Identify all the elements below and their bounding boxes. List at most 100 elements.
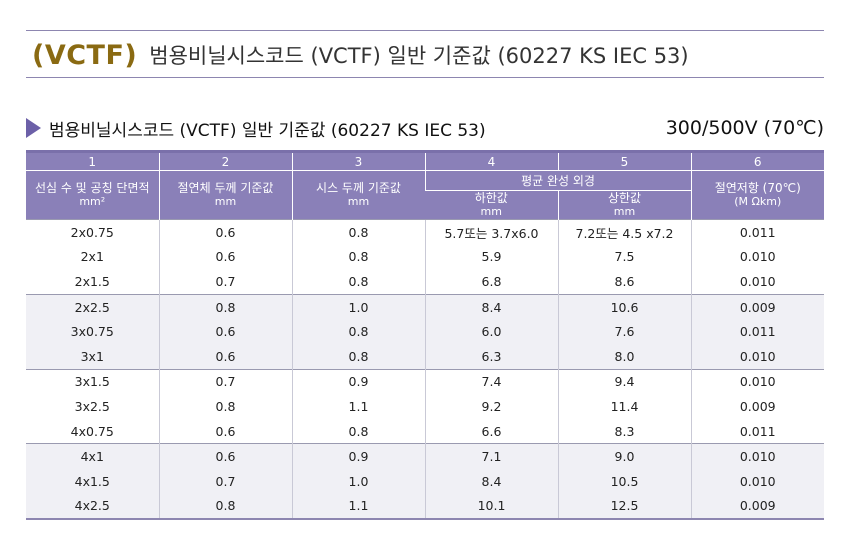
cell-resistance: 0.010 [690, 468, 824, 494]
cell-conductor: 2x1.5 [26, 269, 159, 295]
table-row: 4x2.5 0.8 1.1 10.1 12.5 0.009 [26, 493, 824, 521]
cell-sheath: 0.9 [291, 443, 425, 469]
cell-upper: 8.3 [557, 418, 691, 444]
cell-upper: 10.6 [557, 293, 691, 320]
cell-sheath: 0.8 [291, 418, 425, 444]
header-sheath-unit: mm [347, 195, 370, 208]
header-resistance: 절연저항 (70℃) (M Ωkm) [690, 170, 824, 220]
cell-sheath: 0.8 [291, 269, 425, 295]
col-number-6: 6 [690, 150, 824, 171]
cell-insulation: 0.7 [158, 269, 292, 295]
header-outer-diameter: 평균 완성 외경 [424, 170, 691, 191]
cell-insulation: 0.7 [158, 368, 292, 395]
cell-lower: 6.8 [424, 269, 558, 295]
table-row: 4x0.75 0.6 0.8 6.6 8.3 0.011 [26, 418, 824, 444]
cell-resistance: 0.010 [690, 343, 824, 370]
header-conductor-label: 선심 수 및 공칭 단면적 [34, 181, 150, 195]
header-conductor-unit: mm² [79, 195, 106, 208]
cell-resistance: 0.010 [690, 269, 824, 295]
cell-upper: 7.5 [557, 244, 691, 270]
cell-conductor: 4x2.5 [26, 493, 159, 521]
header-lower-unit: mm [480, 205, 502, 218]
cell-resistance: 0.010 [690, 244, 824, 270]
cell-conductor: 4x1.5 [26, 468, 159, 494]
header-conductor: 선심 수 및 공칭 단면적 mm² [26, 170, 159, 220]
title-rule [26, 77, 824, 78]
table-body: 2x0.75 0.6 0.8 5.7또는 3.7x6.0 7.2또는 4.5 x… [26, 218, 824, 521]
cell-conductor: 3x1 [26, 343, 159, 370]
spec-table: 1 2 3 4 5 6 선심 수 및 공칭 단면적 mm² 절연체 두께 기준값… [26, 150, 824, 521]
cell-lower: 8.4 [424, 293, 558, 320]
cell-conductor: 4x0.75 [26, 418, 159, 444]
header-upper-unit: mm [613, 205, 636, 218]
cell-conductor: 2x1 [26, 244, 159, 270]
cell-resistance: 0.010 [690, 368, 824, 395]
cell-resistance: 0.011 [690, 218, 824, 245]
cell-lower: 6.0 [424, 319, 558, 344]
cell-conductor: 2x0.75 [26, 218, 159, 245]
title-text: 범용비닐시스코드 (VCTF) 일반 기준값 (60227 KS IEC 53) [149, 44, 689, 68]
table-header: 1 2 3 4 5 6 선심 수 및 공칭 단면적 mm² 절연체 두께 기준값… [26, 150, 824, 220]
header-sheath-label: 시스 두께 기준값 [316, 181, 401, 195]
cell-conductor: 3x2.5 [26, 394, 159, 419]
col-number-1: 1 [26, 150, 159, 171]
header-lower-label: 하한값 [474, 191, 508, 205]
cell-insulation: 0.6 [158, 319, 292, 344]
cell-resistance: 0.009 [690, 293, 824, 320]
header-upper: 상한값 mm [557, 190, 691, 220]
cell-conductor: 2x2.5 [26, 293, 159, 320]
table-row: 2x1 0.6 0.8 5.9 7.5 0.010 [26, 244, 824, 270]
header-sheath: 시스 두께 기준값 mm [291, 170, 425, 220]
cell-resistance: 0.009 [690, 493, 824, 521]
cell-lower: 10.1 [424, 493, 558, 521]
table-row: 4x1 0.6 0.9 7.1 9.0 0.010 [26, 443, 824, 469]
cell-insulation: 0.7 [158, 468, 292, 494]
cell-lower: 6.6 [424, 418, 558, 444]
cell-upper: 12.5 [557, 493, 691, 521]
cell-upper: 8.6 [557, 269, 691, 295]
cell-upper: 9.0 [557, 443, 691, 469]
cell-conductor: 3x0.75 [26, 319, 159, 344]
cell-upper: 8.0 [557, 343, 691, 370]
cell-insulation: 0.6 [158, 244, 292, 270]
cell-resistance: 0.010 [690, 443, 824, 469]
cell-upper: 10.5 [557, 468, 691, 494]
cell-conductor: 3x1.5 [26, 368, 159, 395]
top-rule [26, 30, 824, 31]
col-number-4: 4 [424, 150, 558, 171]
section-header: 범용비닐시스코드 (VCTF) 일반 기준값 (60227 KS IEC 53)… [26, 113, 824, 143]
cell-insulation: 0.6 [158, 343, 292, 370]
cell-insulation: 0.6 [158, 443, 292, 469]
title-tag: (VCTF) [32, 39, 138, 71]
cell-insulation: 0.8 [158, 293, 292, 320]
table-row: 3x2.5 0.8 1.1 9.2 11.4 0.009 [26, 394, 824, 419]
cell-upper: 11.4 [557, 394, 691, 419]
cell-resistance: 0.011 [690, 319, 824, 344]
cell-insulation: 0.6 [158, 218, 292, 245]
col-number-5: 5 [557, 150, 691, 171]
cell-sheath: 0.8 [291, 218, 425, 245]
cell-sheath: 1.1 [291, 493, 425, 521]
cell-upper: 7.2또는 4.5 x7.2 [557, 218, 691, 245]
header-lower: 하한값 mm [425, 190, 558, 220]
table-row: 4x1.5 0.7 1.0 8.4 10.5 0.010 [26, 468, 824, 494]
voltage-rating: 300/500V (70℃) [665, 117, 824, 139]
cell-resistance: 0.011 [690, 418, 824, 444]
cell-lower: 9.2 [424, 394, 558, 419]
table-row: 3x1.5 0.7 0.9 7.4 9.4 0.010 [26, 368, 824, 395]
col-number-3: 3 [291, 150, 425, 171]
table-row: 3x0.75 0.6 0.8 6.0 7.6 0.011 [26, 319, 824, 344]
cell-lower: 7.4 [424, 368, 558, 395]
table-row: 2x1.5 0.7 0.8 6.8 8.6 0.010 [26, 269, 824, 295]
header-resistance-unit: (M Ωkm) [734, 195, 782, 208]
cell-upper: 7.6 [557, 319, 691, 344]
cell-sheath: 0.8 [291, 244, 425, 270]
header-insulation-unit: mm [214, 195, 237, 208]
cell-lower: 5.7또는 3.7x6.0 [424, 218, 558, 245]
cell-sheath: 0.8 [291, 319, 425, 344]
header-insulation: 절연체 두께 기준값 mm [158, 170, 292, 220]
cell-lower: 5.9 [424, 244, 558, 270]
cell-resistance: 0.009 [690, 394, 824, 419]
cell-lower: 7.1 [424, 443, 558, 469]
cell-lower: 6.3 [424, 343, 558, 370]
